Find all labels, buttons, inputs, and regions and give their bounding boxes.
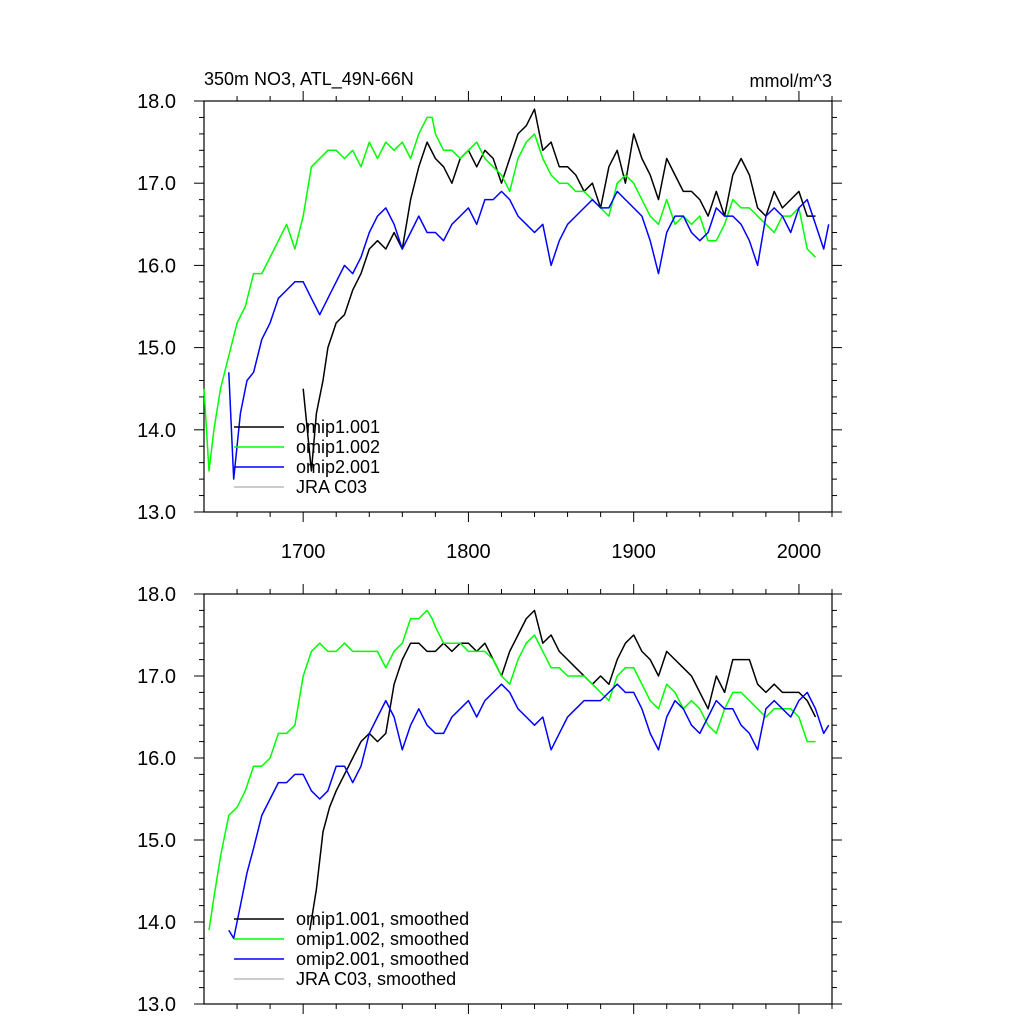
y-tick-label: 13.0: [137, 994, 176, 1016]
legend-label: omip1.002: [296, 437, 380, 457]
legend-label: omip1.001, smoothed: [296, 909, 469, 929]
y-tick-label: 18.0: [137, 91, 176, 113]
series-line-3: [228, 683, 830, 940]
chart-panel-1: [194, 91, 842, 522]
series-line-2: [203, 116, 817, 472]
x-tick-label: 1800: [446, 541, 491, 563]
series-line-3: [228, 190, 830, 480]
legend-label: JRA C03, smoothed: [296, 969, 456, 989]
y-tick-label: 14.0: [137, 420, 176, 442]
y-tick-label: 15.0: [137, 338, 176, 360]
y-tick-label: 17.0: [137, 666, 176, 688]
legend-label: omip2.001, smoothed: [296, 949, 469, 969]
legend-label: omip1.002, smoothed: [296, 929, 469, 949]
plot-frame: [203, 593, 833, 1005]
legend-label: omip1.001: [296, 417, 380, 437]
chart-panel-2: [194, 584, 842, 1014]
series-line-1: [302, 108, 816, 472]
y-tick-label: 13.0: [137, 502, 176, 524]
x-tick-label: 1900: [611, 541, 656, 563]
plot-frame: [203, 100, 833, 513]
chart-title: 350m NO3, ATL_49N-66N: [204, 69, 414, 90]
y-tick-label: 14.0: [137, 912, 176, 934]
y-tick-label: 15.0: [137, 830, 176, 852]
legend-label: JRA C03: [296, 477, 367, 497]
y-tick-label: 16.0: [137, 255, 176, 277]
y-tick-label: 16.0: [137, 748, 176, 770]
x-tick-label: 1700: [281, 541, 326, 563]
units-label: mmol/m^3: [750, 71, 832, 91]
legend-label: omip2.001: [296, 457, 380, 477]
x-tick-label: 2000: [777, 541, 822, 563]
series-line-1: [309, 609, 817, 931]
y-tick-label: 18.0: [137, 584, 176, 606]
series-line-2: [208, 609, 816, 931]
y-tick-label: 17.0: [137, 173, 176, 195]
